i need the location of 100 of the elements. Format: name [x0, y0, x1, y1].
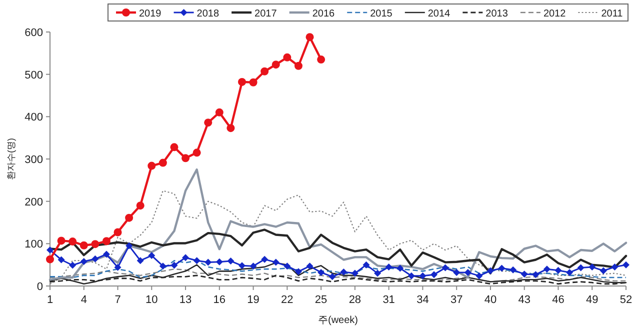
x-tick-label: 16	[213, 294, 226, 306]
point	[351, 270, 358, 277]
x-tick-label: 25	[314, 294, 328, 306]
x-tick-label: 34	[416, 294, 429, 306]
x-tick-label: 37	[450, 294, 463, 306]
point	[554, 266, 562, 274]
point	[148, 162, 156, 170]
x-tick-label: 52	[620, 294, 632, 306]
point	[284, 262, 291, 270]
point	[430, 271, 438, 278]
point	[80, 241, 88, 250]
x-tick-label: 28	[348, 294, 362, 306]
legend-label: 2015	[370, 8, 393, 20]
legend-label: 2014	[428, 8, 451, 20]
point	[249, 78, 258, 86]
point	[306, 262, 314, 270]
x-tick-label: 19	[247, 294, 260, 306]
legend-label: 2017	[254, 8, 278, 20]
point	[136, 202, 144, 210]
point	[419, 272, 426, 280]
point	[46, 255, 54, 264]
x-tick-label: 43	[518, 294, 530, 306]
x-tick-label: 49	[586, 294, 598, 306]
point	[272, 258, 280, 266]
point	[272, 60, 280, 69]
point	[566, 268, 574, 276]
point	[158, 158, 167, 167]
point	[58, 256, 65, 264]
x-tick-label: 46	[552, 294, 564, 306]
point	[532, 271, 540, 278]
point	[318, 268, 325, 276]
point	[114, 228, 122, 236]
point	[148, 252, 156, 260]
x-tick-label: 31	[382, 294, 395, 306]
y-axis-title: 환자수(명)	[6, 138, 16, 180]
point	[464, 268, 472, 276]
point	[159, 262, 166, 270]
point	[611, 263, 618, 270]
point	[102, 250, 110, 258]
y-tick-label: 600	[24, 27, 43, 39]
point	[204, 258, 212, 266]
point	[226, 124, 235, 132]
x-tick-label: 40	[484, 294, 497, 306]
x-tick-label: 7	[114, 294, 121, 306]
point	[182, 254, 190, 262]
point	[453, 268, 460, 276]
legend-label: 2019	[139, 8, 162, 20]
point	[498, 264, 506, 272]
point	[114, 264, 122, 271]
point	[126, 242, 133, 250]
point	[510, 266, 517, 274]
x-tick-label: 22	[281, 294, 294, 306]
point	[374, 270, 382, 277]
point	[136, 257, 144, 264]
point	[170, 143, 178, 152]
point	[238, 78, 246, 86]
point	[396, 264, 404, 272]
point	[227, 258, 234, 265]
point	[283, 53, 292, 62]
point	[216, 258, 223, 266]
point	[476, 272, 483, 280]
legend-label: 2016	[312, 8, 336, 20]
point	[182, 154, 190, 162]
point	[520, 270, 528, 278]
point	[385, 263, 392, 270]
point	[486, 267, 494, 274]
y-tick-label: 300	[24, 154, 43, 166]
point	[294, 62, 302, 70]
point	[92, 255, 99, 262]
x-tick-label: 10	[146, 294, 158, 306]
point	[261, 256, 268, 263]
point	[622, 261, 630, 268]
point	[125, 214, 134, 222]
point	[328, 273, 336, 280]
legend-label: 2018	[196, 8, 220, 20]
legend-label: 2013	[486, 8, 508, 20]
y-tick-label: 0	[36, 281, 43, 293]
y-tick-label: 200	[24, 196, 43, 208]
point	[442, 264, 449, 272]
point	[68, 238, 77, 246]
point	[250, 262, 257, 270]
point	[260, 67, 269, 76]
point	[91, 240, 100, 248]
point	[362, 261, 370, 268]
x-axis-title: 주(week)	[318, 315, 358, 326]
point	[80, 258, 88, 265]
point	[238, 262, 246, 270]
x-tick-label: 1	[46, 294, 54, 306]
point	[57, 236, 66, 245]
point	[215, 108, 224, 116]
point	[102, 237, 110, 246]
point	[170, 262, 178, 269]
x-tick-label: 13	[179, 294, 192, 306]
point	[317, 56, 326, 64]
point	[46, 246, 54, 254]
legend-label: 2011	[601, 8, 624, 20]
point	[69, 262, 76, 269]
point	[192, 148, 201, 157]
point	[588, 263, 596, 270]
point	[306, 33, 314, 42]
